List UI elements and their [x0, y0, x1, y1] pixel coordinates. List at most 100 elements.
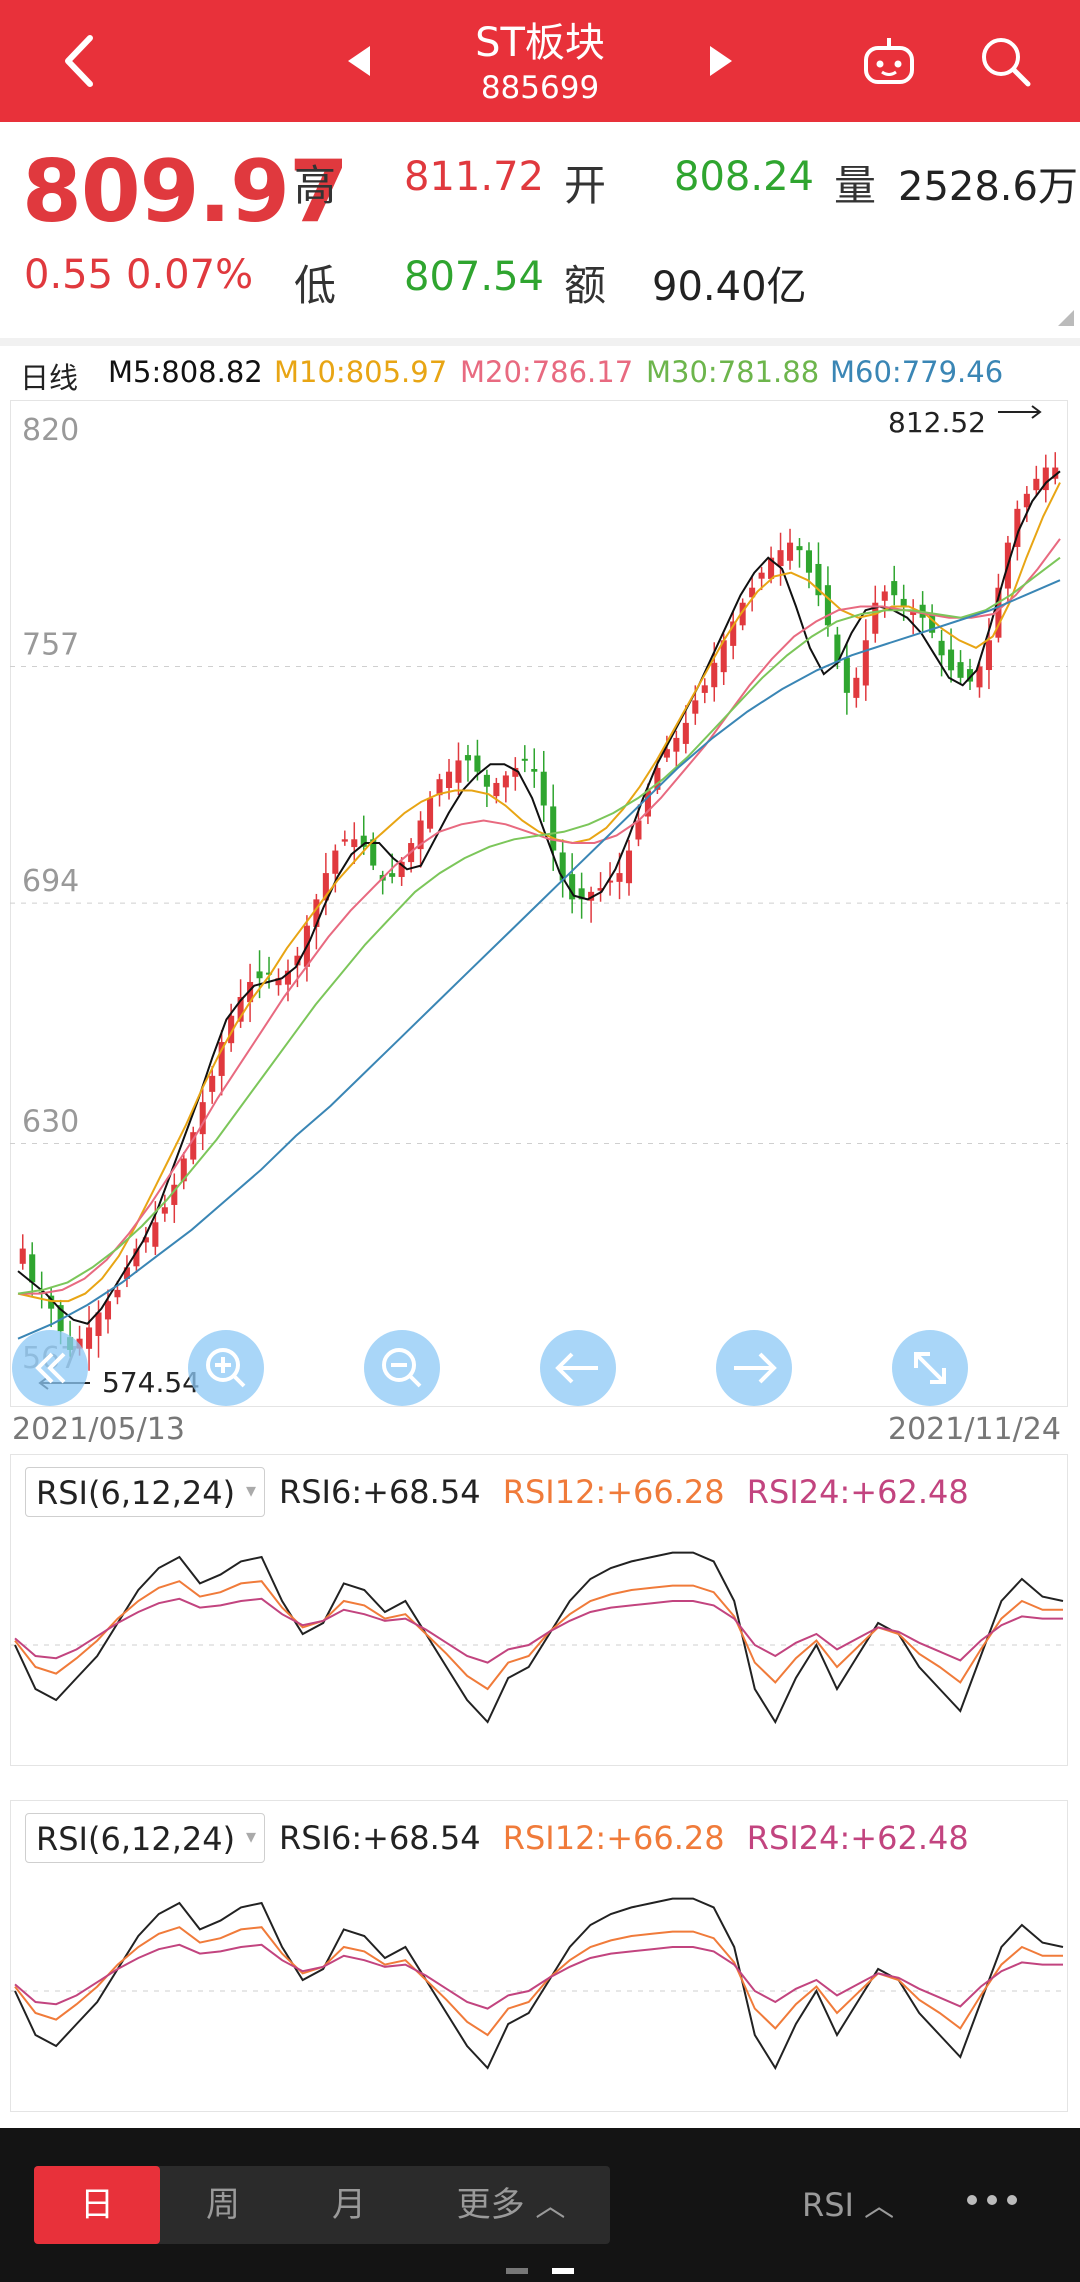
back-icon[interactable]	[44, 24, 118, 98]
candle-body	[398, 861, 405, 877]
indicator-switch[interactable]: RSI ︿	[802, 2166, 894, 2244]
zoom-out-icon	[382, 1348, 422, 1388]
indicator-selector-label: RSI(6,12,24)	[36, 1474, 236, 1512]
chevron-up-icon: ︿	[864, 2189, 895, 2224]
candle-body	[1033, 478, 1040, 491]
tab-more-label: 更多	[456, 2185, 525, 2225]
zoom-in-icon	[206, 1348, 246, 1388]
rsi24-value: RSI24:+62.48	[746, 1819, 969, 1857]
candle-body	[682, 722, 689, 744]
bottom-toolbar: 日 周 月 更多 ︿ RSI ︿	[0, 2128, 1080, 2282]
candle-body	[275, 978, 282, 986]
rsi6-value: RSI6:+68.54	[279, 1819, 481, 1857]
x-end-date: 2021/11/24	[888, 1412, 1061, 1447]
y-tick-label: 820	[22, 413, 79, 448]
divider	[0, 338, 1080, 346]
volume-label: 量	[834, 161, 877, 210]
candle-body	[180, 1158, 187, 1182]
search-icon[interactable]	[968, 24, 1042, 98]
more-dots-icon	[967, 2195, 1017, 2205]
scroll-right-button[interactable]	[716, 1330, 792, 1406]
candle-body	[133, 1248, 140, 1267]
indicator-selector[interactable]: RSI(6,12,24) ▾	[25, 1467, 265, 1517]
period-tabs: 日 周 月 更多 ︿	[34, 2166, 610, 2244]
amount-label: 额	[564, 261, 607, 310]
fullscreen-button[interactable]	[892, 1330, 968, 1406]
candle-body	[891, 581, 898, 596]
rsi-chart[interactable]	[11, 1525, 1067, 1765]
candle-body	[758, 572, 765, 579]
candle-body	[218, 1042, 225, 1076]
candle-body	[559, 852, 566, 881]
stock-title: ST板块	[475, 20, 605, 66]
candle-body	[161, 1207, 168, 1214]
prev-stock-icon[interactable]	[322, 24, 396, 98]
candle-body	[768, 557, 775, 579]
candle-body	[123, 1267, 130, 1279]
candle-body	[341, 839, 348, 842]
rsi-chart[interactable]	[11, 1871, 1067, 2111]
candle-body	[616, 873, 623, 882]
candle-body	[654, 767, 661, 790]
more-menu-button[interactable]	[962, 2180, 1022, 2220]
candle-body	[86, 1327, 93, 1349]
ma10-legend: M10:805.97	[274, 355, 448, 389]
candle-body	[569, 874, 576, 900]
ma60-legend: M60:779.46	[830, 355, 1004, 389]
candle-body	[332, 850, 339, 874]
candle-body	[862, 640, 869, 686]
candle-body	[815, 563, 822, 596]
tab-day[interactable]: 日	[34, 2166, 160, 2244]
tab-month[interactable]: 月	[332, 2185, 366, 2225]
max-price-label: 812.52	[888, 406, 986, 439]
rsi-line-rsi12	[14, 1926, 1063, 2037]
high-value: 811.72	[404, 154, 544, 200]
candle-body	[957, 662, 964, 678]
rsi-values: RSI6:+68.54 RSI12:+66.28 RSI24:+62.48	[279, 1473, 969, 1511]
candle-body	[294, 955, 301, 966]
candle-body	[872, 602, 879, 634]
low-label: 低	[294, 261, 337, 310]
candle-body	[796, 546, 803, 551]
chevron-up-icon: ︿	[535, 2189, 566, 2224]
zoom-out-button[interactable]	[364, 1330, 440, 1406]
tab-more[interactable]: 更多 ︿	[412, 2166, 610, 2244]
candle-body	[1052, 467, 1059, 479]
rsi-line-rsi12	[14, 1580, 1063, 1691]
open-label: 开	[564, 161, 607, 210]
candle-body	[455, 760, 462, 783]
ma-line-m60	[17, 579, 1061, 1340]
tab-week[interactable]: 周	[206, 2185, 240, 2225]
zoom-in-button[interactable]	[188, 1330, 264, 1406]
candle-body	[389, 873, 396, 877]
candle-body	[995, 587, 1002, 638]
candle-body	[370, 839, 377, 866]
expand-corner-icon[interactable]	[1058, 310, 1074, 326]
rsi-line-rsi6	[14, 1551, 1064, 1725]
ma30-legend: M30:781.88	[646, 355, 820, 389]
rsi12-value: RSI12:+66.28	[502, 1473, 725, 1511]
candle-body	[351, 839, 358, 848]
candle-body	[834, 634, 841, 663]
candle-body	[95, 1312, 102, 1336]
rsi-line-rsi24	[14, 1943, 1063, 2010]
double-left-chevron-icon	[35, 1352, 66, 1384]
collapse-button[interactable]	[12, 1330, 88, 1406]
candle-body	[237, 996, 244, 1022]
x-start-date: 2021/05/13	[12, 1412, 185, 1447]
candle-body	[711, 662, 718, 688]
robot-assistant-icon[interactable]	[852, 24, 926, 98]
candle-body	[578, 888, 585, 900]
candle-body	[464, 755, 471, 761]
candle-body	[142, 1237, 149, 1243]
arrow-left-icon	[555, 1352, 598, 1384]
y-tick-label: 757	[22, 628, 79, 663]
max-arrow-head	[1031, 405, 1042, 419]
candle-body	[938, 640, 945, 656]
next-stock-icon[interactable]	[684, 24, 758, 98]
candle-body	[692, 700, 699, 714]
indicator-selector[interactable]: RSI(6,12,24) ▾	[25, 1813, 265, 1863]
y-tick-label: 694	[22, 864, 79, 899]
scroll-left-button[interactable]	[540, 1330, 616, 1406]
